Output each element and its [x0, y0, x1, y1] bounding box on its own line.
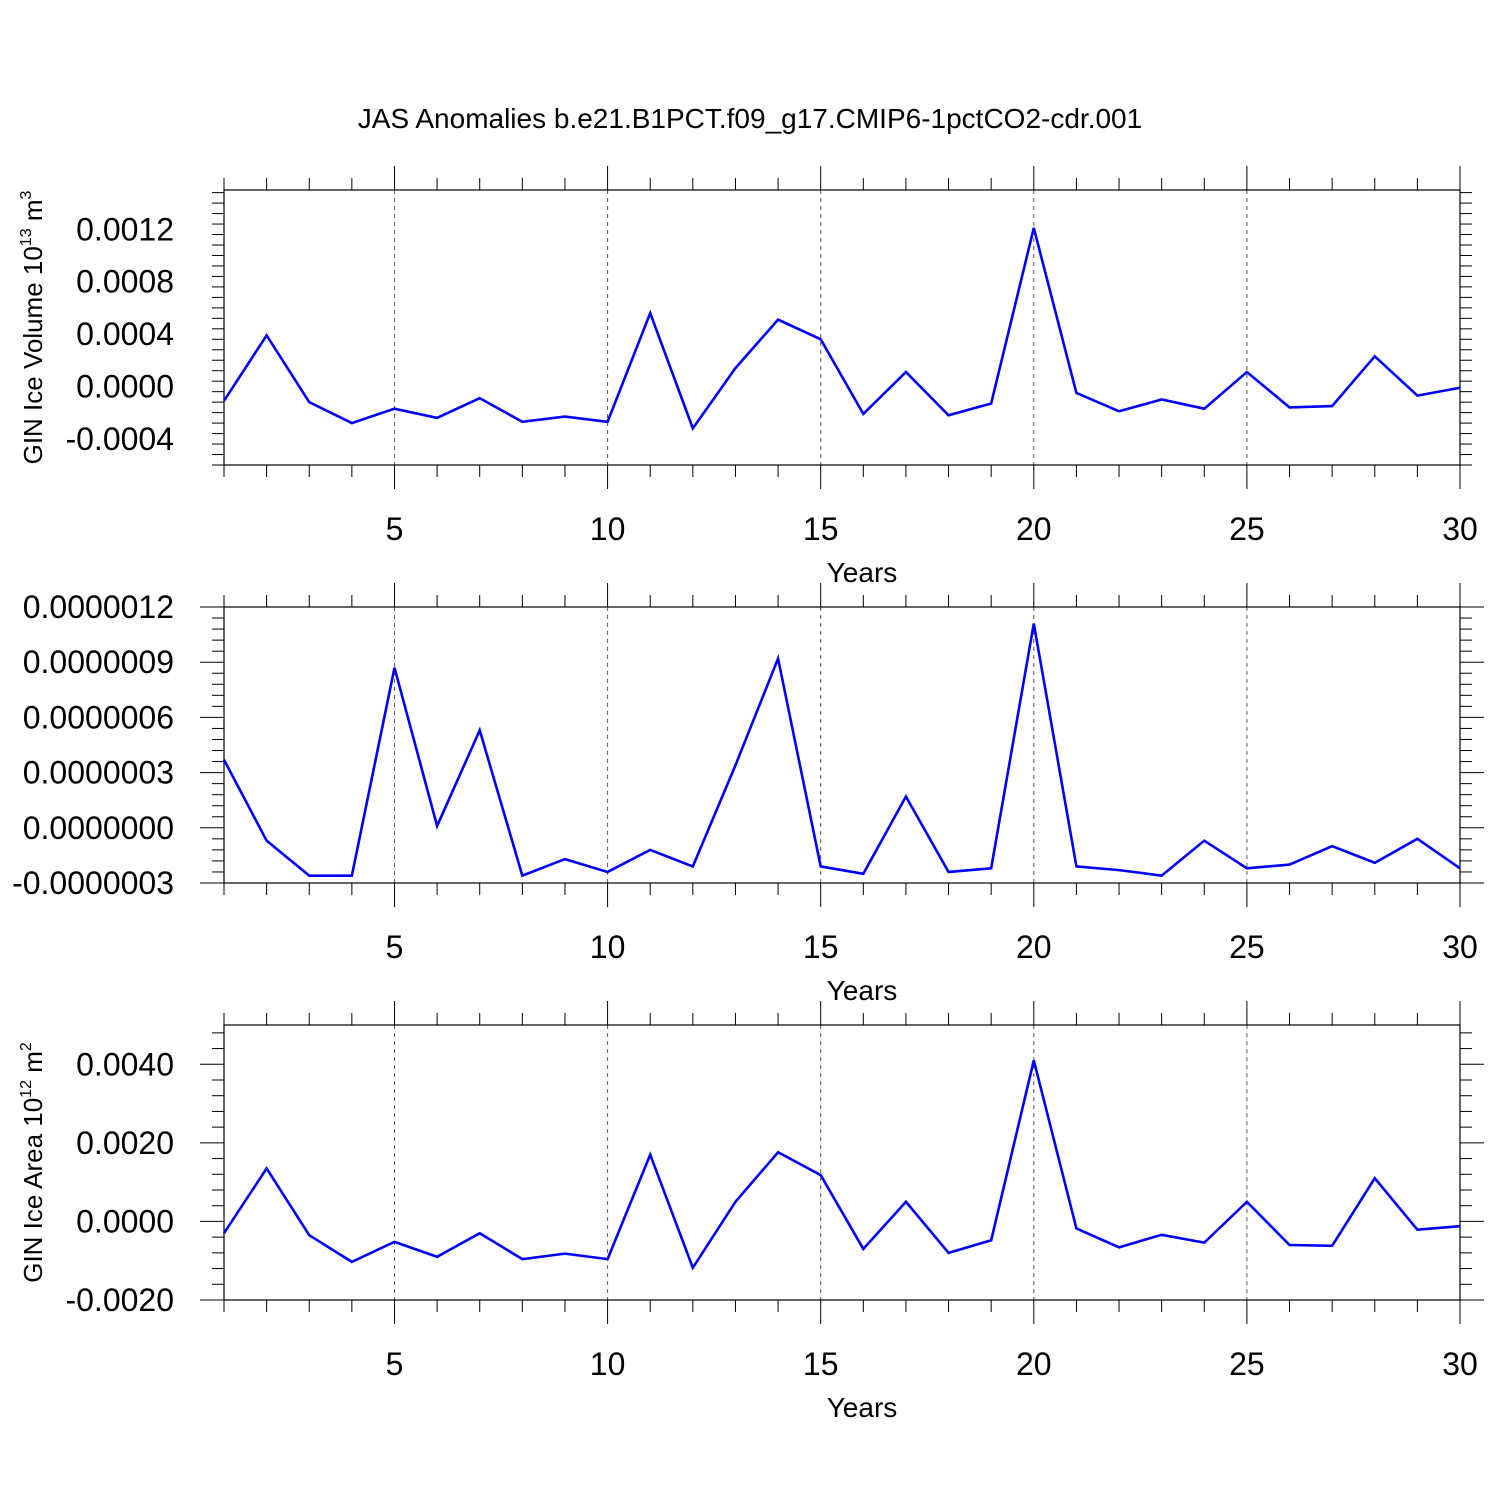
series-line [222, 1060, 1461, 1271]
x-axis-label: Years [827, 1392, 898, 1423]
y-tick-label: 0.0000009 [23, 644, 174, 680]
x-tick-label: 5 [386, 511, 404, 547]
y-tick-label: 0.0012 [76, 211, 174, 247]
x-tick-label: 20 [1016, 1346, 1052, 1382]
y-tick-label: 0.0000003 [23, 755, 174, 791]
y-tick-label: 0.0020 [76, 1125, 174, 1161]
x-tick-label: 15 [803, 1346, 839, 1382]
panels: 5 10 15 20 25 30 Years -0.0004 0.0000 0.0004 0.000… [12, 166, 1484, 1423]
plot-frame [223, 189, 1461, 466]
chart-panel-1: 5 10 15 20 25 30 Years -0.0004 0.0000 0.0004 0.000… [18, 166, 1478, 588]
y-tick-label: -0.0004 [65, 421, 174, 457]
x-tick-label: 25 [1229, 511, 1265, 547]
x-axis-label: Years [827, 975, 898, 1006]
x-tick-label: 20 [1016, 511, 1052, 547]
y-tick-label: 0.0000000 [23, 810, 174, 846]
x-tick-label: 15 [803, 511, 839, 547]
figure-title: JAS Anomalies b.e21.B1PCT.f09_g17.CMIP6-… [358, 103, 1142, 134]
series-line [222, 623, 1461, 878]
x-tick-label: 5 [386, 1346, 404, 1382]
x-tick-label: 10 [590, 511, 626, 547]
x-axis-label: Years [827, 557, 898, 588]
y-tick-label: -0.0020 [65, 1282, 174, 1318]
chart-panel-2: 5 10 15 20 25 30 Years -0.0000003 0.0000000 0.000… [12, 583, 1484, 1006]
y-tick-label: -0.0000003 [12, 865, 174, 901]
x-tick-label: 5 [386, 929, 404, 965]
plot-frame [223, 1024, 1461, 1301]
x-tick-label: 15 [803, 929, 839, 965]
x-tick-label: 25 [1229, 929, 1265, 965]
y-tick-label: 0.0000012 [23, 589, 174, 625]
chart-panel-3: 5 10 15 20 25 30 Years -0.0020 0.0000 0.0020 0.004… [18, 1001, 1484, 1423]
y-tick-label: 0.0004 [76, 316, 174, 352]
y-tick-label: 0.0040 [76, 1046, 174, 1082]
y-tick-label: 0.0008 [76, 264, 174, 300]
plot-frame [223, 606, 1461, 884]
x-tick-label: 10 [590, 929, 626, 965]
x-tick-label: 20 [1016, 929, 1052, 965]
x-tick-label: 30 [1442, 511, 1478, 547]
y-tick-label: 0.0000006 [23, 699, 174, 735]
y-tick-label: 0.0000 [76, 368, 174, 404]
x-tick-label: 25 [1229, 1346, 1265, 1382]
x-tick-label: 30 [1442, 1346, 1478, 1382]
y-axis-label: GIN Ice Area 1012 m2 [18, 1042, 48, 1283]
x-tick-label: 10 [590, 1346, 626, 1382]
y-axis-label: GIN Ice Volume 1013 m3 [18, 190, 48, 464]
series-line [222, 227, 1461, 432]
x-tick-label: 30 [1442, 929, 1478, 965]
y-tick-label: 0.0000 [76, 1203, 174, 1239]
